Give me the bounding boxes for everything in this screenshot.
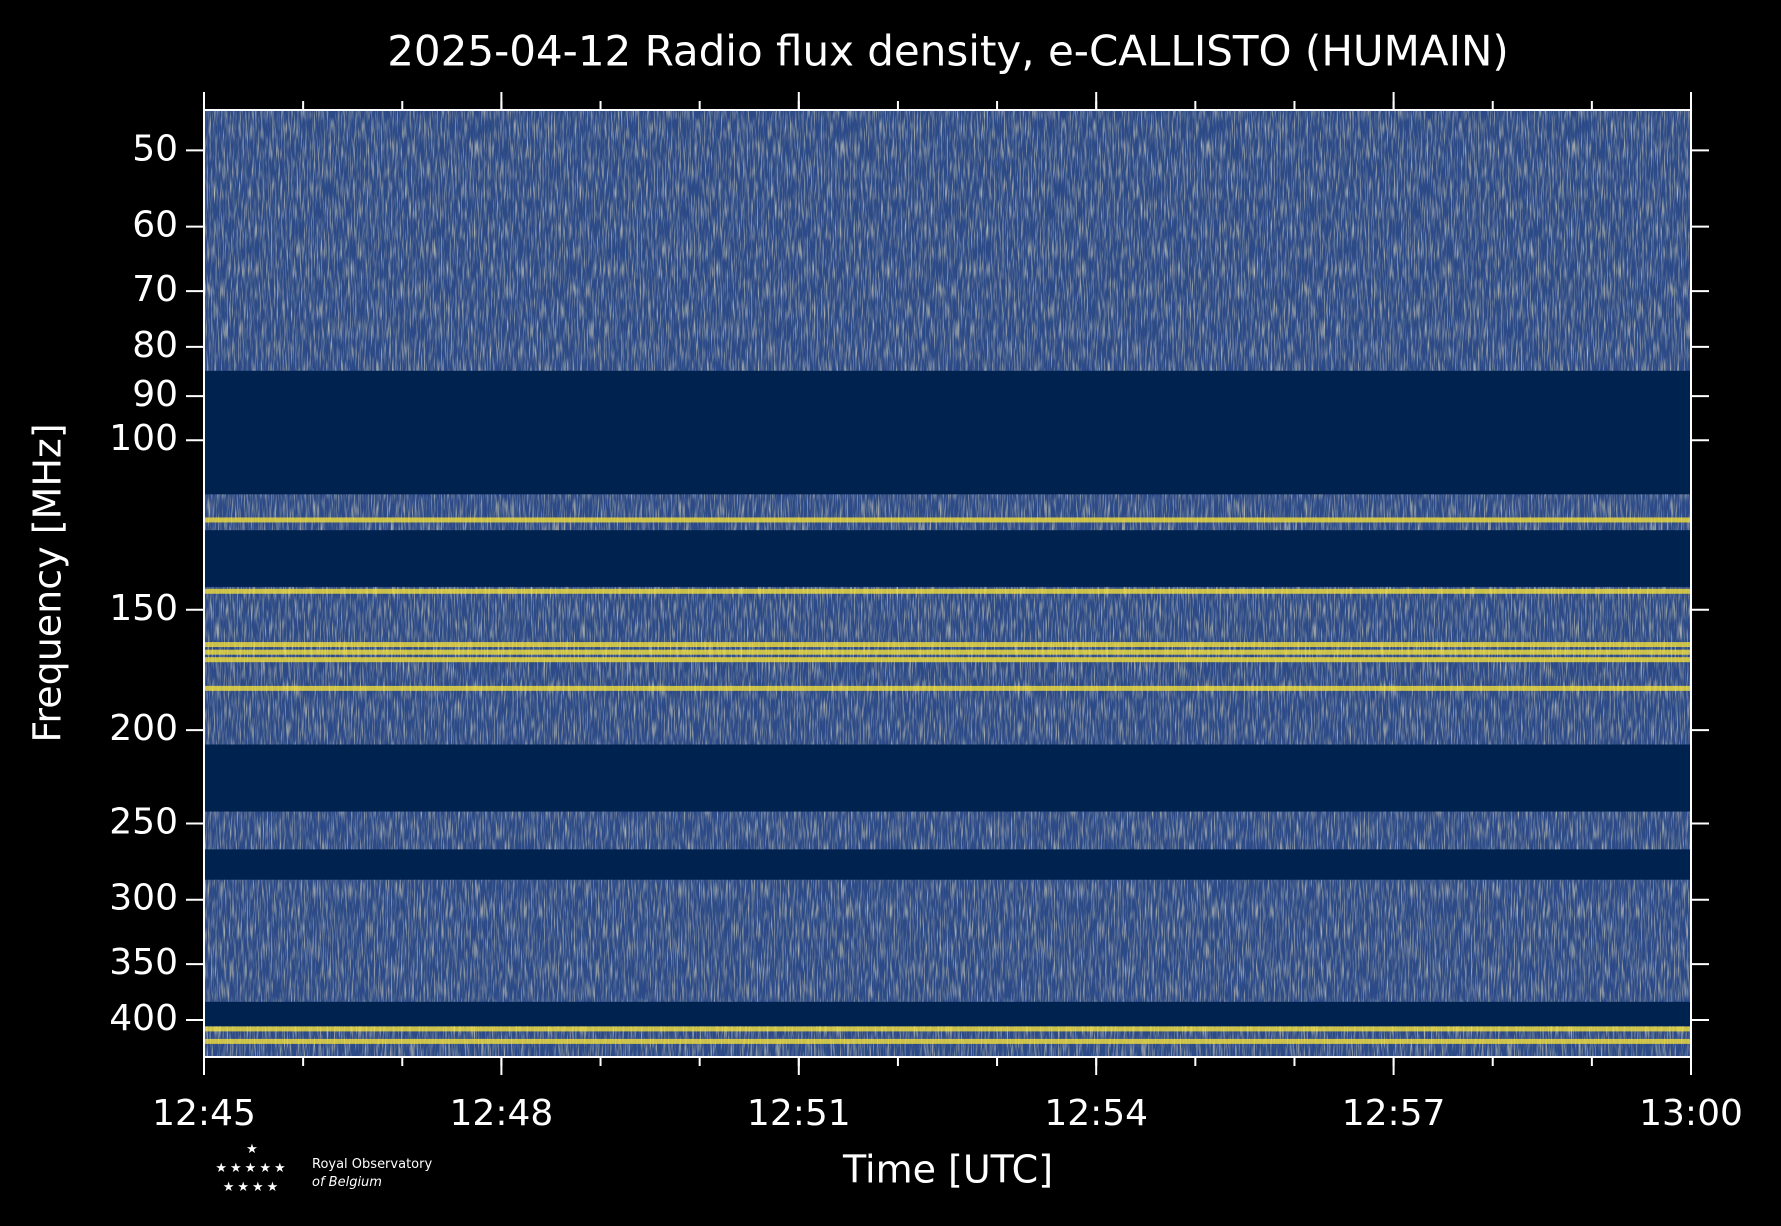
x-tick-label: 12:54 [1044, 1093, 1148, 1134]
logo-text: of Belgium [312, 1175, 382, 1190]
bright-line [204, 517, 1691, 523]
bright-line [204, 649, 1691, 655]
bright-line [204, 1038, 1691, 1044]
y-tick-label: 60 [132, 205, 178, 246]
logo-star: ★★★★ [223, 1180, 282, 1195]
masked-band [204, 1001, 1691, 1027]
masked-band [204, 744, 1691, 812]
bright-line [204, 588, 1691, 594]
masked-band [204, 530, 1691, 587]
bright-line [204, 685, 1691, 691]
logo: ★ ★★★★★ ★★★★ Royal Observatory of Belgiu… [215, 1142, 432, 1195]
x-tick-label: 12:45 [152, 1093, 256, 1134]
y-tick-label: 90 [132, 374, 178, 415]
logo-star: ★★★★★ [215, 1161, 288, 1176]
masked-band [204, 370, 1691, 495]
y-tick-label: 300 [109, 878, 178, 919]
x-tick-label: 12:57 [1342, 1093, 1446, 1134]
y-axis-label: Frequency [MHz] [26, 423, 70, 742]
y-tick-label: 100 [109, 418, 178, 459]
y-tick-label: 200 [109, 708, 178, 749]
logo-text: Royal Observatory [312, 1157, 432, 1172]
y-tick-label: 250 [109, 801, 178, 842]
x-axis-label: Time [UTC] [842, 1148, 1053, 1192]
y-tick-label: 400 [109, 998, 178, 1039]
y-tick-label: 150 [109, 588, 178, 629]
y-tick-label: 350 [109, 942, 178, 983]
plot-frame [203, 109, 1692, 1058]
x-tick-label: 12:51 [747, 1093, 851, 1134]
bright-line [204, 642, 1691, 648]
logo-star: ★ [246, 1142, 258, 1157]
bright-line [204, 1026, 1691, 1032]
y-tick-label: 80 [132, 325, 178, 366]
masked-band [204, 849, 1691, 880]
chart-title: 2025-04-12 Radio flux density, e-CALLIST… [387, 27, 1509, 76]
y-tick-label: 50 [132, 128, 178, 169]
y-tick-label: 70 [132, 269, 178, 310]
bright-line [204, 657, 1691, 663]
x-tick-label: 12:48 [450, 1093, 554, 1134]
x-tick-label: 13:00 [1639, 1093, 1743, 1134]
